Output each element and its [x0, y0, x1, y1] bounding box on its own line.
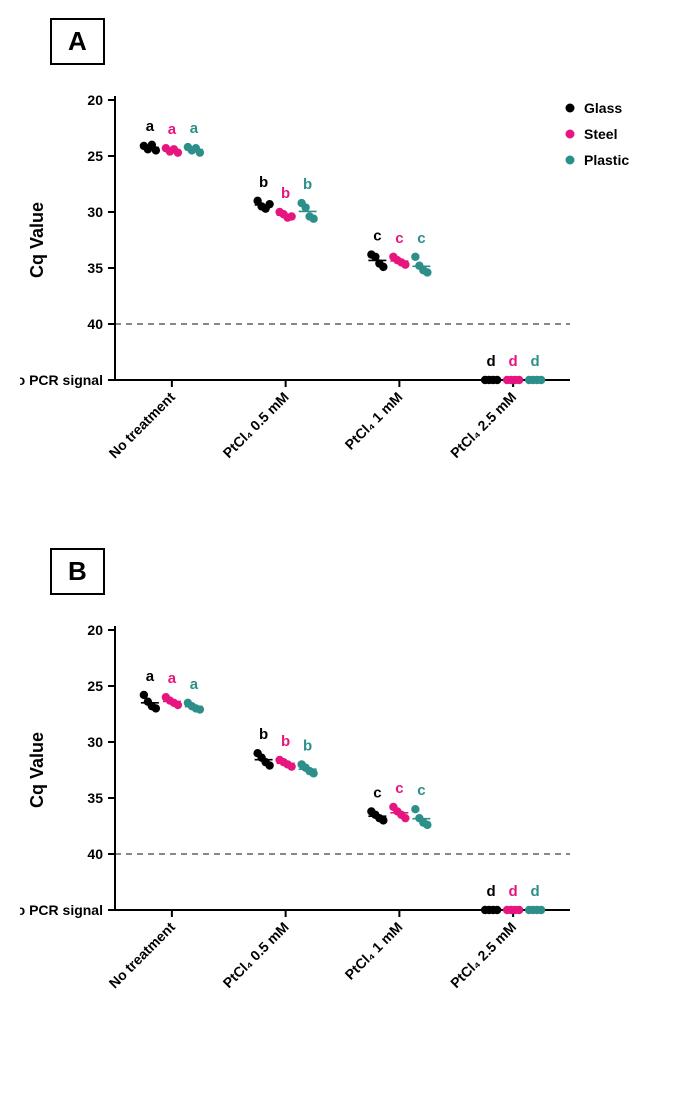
svg-text:c: c [417, 230, 425, 247]
svg-text:No PCR signal: No PCR signal [20, 372, 103, 388]
svg-text:Cq Value: Cq Value [27, 732, 47, 808]
svg-text:b: b [303, 737, 312, 754]
svg-text:20: 20 [87, 92, 103, 108]
svg-text:PtCl₄ 1 mM: PtCl₄ 1 mM [342, 919, 406, 983]
svg-text:c: c [417, 782, 425, 799]
svg-text:d: d [487, 353, 496, 370]
svg-text:a: a [168, 670, 177, 687]
chart-panel: 20 25 30 35 40 No PCR signal Cq Value No treatm… [20, 80, 660, 510]
svg-text:d: d [509, 353, 518, 370]
panel-label: A [50, 18, 105, 65]
svg-text:c: c [373, 228, 381, 245]
svg-text:c: c [395, 230, 403, 247]
svg-text:PtCl₄ 0.5 mM: PtCl₄ 0.5 mM [220, 389, 292, 461]
svg-text:a: a [190, 120, 199, 137]
svg-text:PtCl₄ 2.5 mM: PtCl₄ 2.5 mM [447, 389, 519, 461]
svg-text:Cq Value: Cq Value [27, 202, 47, 278]
svg-text:a: a [146, 668, 155, 685]
svg-text:No treatment: No treatment [106, 389, 179, 462]
legend-label: Steel [584, 126, 617, 142]
svg-text:PtCl₄ 0.5 mM: PtCl₄ 0.5 mM [220, 919, 292, 991]
svg-text:a: a [190, 676, 199, 693]
svg-text:b: b [259, 726, 268, 743]
panel-label: B [50, 548, 105, 595]
svg-text:40: 40 [87, 846, 103, 862]
svg-text:35: 35 [87, 260, 103, 276]
svg-text:b: b [303, 176, 312, 193]
svg-text:30: 30 [87, 204, 103, 220]
svg-text:d: d [531, 353, 540, 370]
svg-text:b: b [281, 733, 290, 750]
legend-label: Glass [584, 100, 622, 116]
svg-text:40: 40 [87, 316, 103, 332]
svg-text:d: d [509, 883, 518, 900]
svg-text:25: 25 [87, 678, 103, 694]
svg-text:PtCl₄ 2.5 mM: PtCl₄ 2.5 mM [447, 919, 519, 991]
svg-text:a: a [146, 118, 155, 135]
svg-text:20: 20 [87, 622, 103, 638]
svg-text:a: a [168, 121, 177, 138]
svg-text:35: 35 [87, 790, 103, 806]
svg-text:c: c [373, 784, 381, 801]
svg-text:25: 25 [87, 148, 103, 164]
chart-panel: 20 25 30 35 40 No PCR signal Cq Value No treatm… [20, 610, 660, 1040]
svg-text:No treatment: No treatment [106, 919, 179, 992]
svg-text:PtCl₄ 1 mM: PtCl₄ 1 mM [342, 389, 406, 453]
svg-text:d: d [487, 883, 496, 900]
svg-text:b: b [281, 185, 290, 202]
svg-text:c: c [395, 780, 403, 797]
legend-label: Plastic [584, 152, 629, 168]
svg-text:b: b [259, 174, 268, 191]
svg-text:d: d [531, 883, 540, 900]
svg-text:30: 30 [87, 734, 103, 750]
svg-text:No PCR signal: No PCR signal [20, 902, 103, 918]
